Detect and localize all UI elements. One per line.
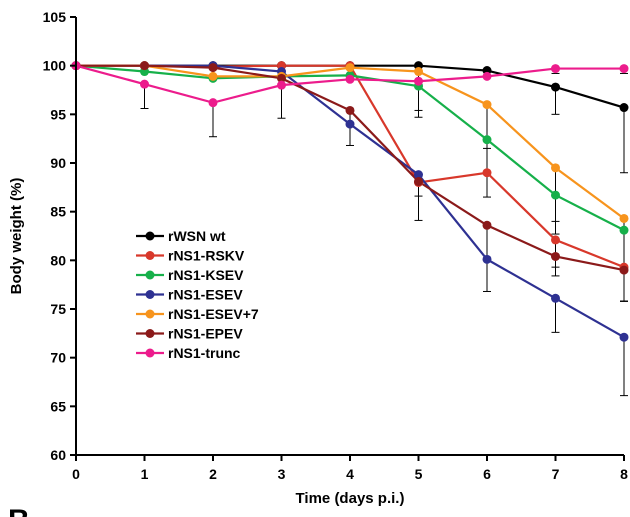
data-point <box>551 64 560 74</box>
y-tick-label: 70 <box>50 350 66 366</box>
x-tick-label: 6 <box>483 466 491 482</box>
data-point <box>619 64 629 74</box>
data-point <box>414 170 423 180</box>
legend-marker <box>145 348 155 358</box>
y-tick-label: 75 <box>50 301 66 317</box>
data-point <box>208 71 218 81</box>
data-point <box>551 235 560 245</box>
data-point <box>619 103 629 113</box>
data-point <box>551 293 560 303</box>
legend-label: rWSN wt <box>168 228 226 244</box>
x-tick-label: 2 <box>209 466 217 482</box>
legend-marker <box>145 329 155 338</box>
data-point <box>551 190 560 200</box>
tick-labels: 60 65 70 75 80 85 90 95 100 105 0 1 2 3 4 5 6 7 8 <box>43 9 628 482</box>
y-tick-label: 60 <box>50 447 66 463</box>
x-axis-title: Time (days p.i.) <box>296 490 405 507</box>
data-point <box>482 71 492 81</box>
data-point <box>619 213 629 223</box>
y-tick-label: 80 <box>50 252 66 268</box>
data-point <box>208 63 218 73</box>
legend-marker <box>145 290 155 299</box>
data-point <box>277 73 286 83</box>
data-point <box>345 74 355 84</box>
legend-marker <box>145 251 155 260</box>
data-point <box>619 332 629 342</box>
data-point <box>551 82 560 92</box>
data-point <box>482 135 492 145</box>
data-point <box>414 67 423 77</box>
data-point <box>551 251 560 261</box>
data-point <box>345 105 355 115</box>
data-point <box>140 61 149 71</box>
data-point <box>482 100 492 110</box>
x-tick-label: 5 <box>415 466 423 482</box>
data-point <box>619 265 629 275</box>
data-point <box>414 176 423 186</box>
legend-label: rNS1-KSEV <box>168 267 244 283</box>
data-point <box>140 79 149 89</box>
data-point <box>414 76 423 86</box>
x-tick-label: 7 <box>552 466 560 482</box>
legend-marker <box>145 270 155 280</box>
legend-marker <box>145 231 155 241</box>
y-axis-title: Body weight (%) <box>8 178 25 295</box>
legend-label: rNS1-trunc <box>168 345 241 361</box>
x-tick-label: 1 <box>141 466 149 482</box>
legend: rWSN wt rNS1-RSKV rNS1-KSEV rNS1-ESEV rNS1-E… <box>136 228 259 361</box>
data-point <box>345 63 355 73</box>
data-point <box>482 254 492 264</box>
x-tick-label: 0 <box>72 466 80 482</box>
data-point <box>208 98 218 108</box>
axes <box>70 16 625 461</box>
x-tick-label: 4 <box>346 466 354 482</box>
y-tick-label: 100 <box>43 58 67 74</box>
data-point <box>277 80 286 90</box>
y-tick-label: 90 <box>50 155 66 171</box>
series-line <box>75 64 625 232</box>
x-tick-label: 8 <box>620 466 628 482</box>
data-point <box>482 168 492 178</box>
series-line <box>76 64 625 272</box>
y-tick-label: 85 <box>50 204 66 220</box>
legend-marker <box>145 309 155 319</box>
legend-label: rNS1-ESEV <box>168 287 243 303</box>
legend-label: rNS1-RSKV <box>168 248 245 264</box>
legend-label: rNS1-EPEV <box>168 326 243 342</box>
series-points <box>71 61 629 342</box>
y-tick-label: 105 <box>43 9 67 25</box>
data-point <box>551 163 560 173</box>
panel-letter: B <box>8 504 30 517</box>
data-point <box>345 119 355 129</box>
y-tick-label: 65 <box>50 398 66 414</box>
y-tick-label: 95 <box>50 106 66 122</box>
legend-label: rNS1-ESEV+7 <box>168 306 259 322</box>
x-tick-label: 3 <box>278 466 286 482</box>
data-point <box>619 225 629 235</box>
data-point <box>482 220 492 230</box>
